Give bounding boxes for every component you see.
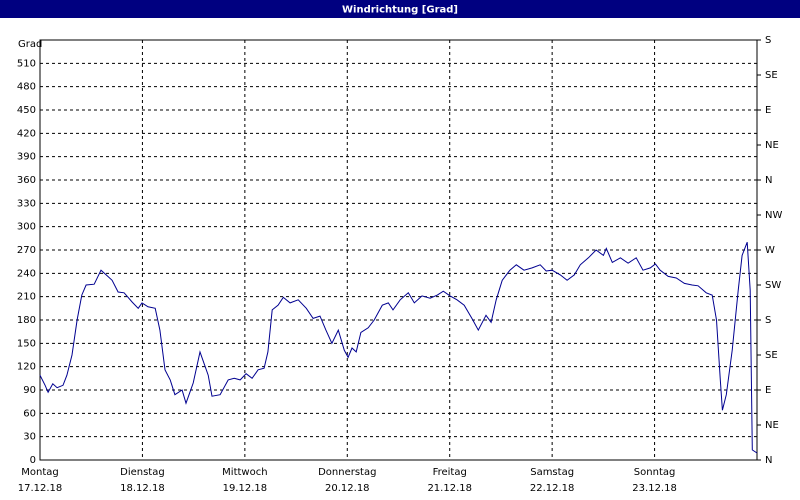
x-tick-label: Freitag xyxy=(433,467,467,478)
y-tick-label: 450 xyxy=(17,105,36,116)
x-tick-date: 20.12.18 xyxy=(325,483,370,494)
y2-tick-label: S xyxy=(765,315,771,326)
y-tick-label: 390 xyxy=(17,152,36,163)
y-tick-label: 300 xyxy=(17,222,36,233)
y2-tick-label: SE xyxy=(765,70,778,81)
x-tick-date: 21.12.18 xyxy=(427,483,472,494)
y2-tick-label: E xyxy=(765,385,771,396)
y2-tick-label: NE xyxy=(765,420,779,431)
x-tick-date: 18.12.18 xyxy=(120,483,165,494)
chart-title: Windrichtung [Grad] xyxy=(342,5,458,16)
y-tick-label: 510 xyxy=(17,58,36,69)
y2-tick-label: N xyxy=(765,455,772,466)
y-tick-label: 210 xyxy=(17,292,36,303)
x-tick-date: 23.12.18 xyxy=(632,483,677,494)
y-tick-label: 150 xyxy=(17,338,36,349)
plot-frame xyxy=(39,39,758,461)
y-tick-label: 60 xyxy=(23,408,36,419)
y2-tick-label: S xyxy=(765,35,771,46)
y-tick-label: 330 xyxy=(17,198,36,209)
data-line xyxy=(39,242,758,454)
x-tick-label: Sonntag xyxy=(634,467,676,478)
y-tick-label: 90 xyxy=(23,385,36,396)
x-tick-label: Dienstag xyxy=(120,467,165,478)
y-tick-label: 240 xyxy=(17,268,36,279)
y2-tick-label: N xyxy=(765,175,772,186)
x-tick-date: 19.12.18 xyxy=(223,483,268,494)
y2-tick-label: NE xyxy=(765,140,779,151)
x-tick-date: 17.12.18 xyxy=(18,483,63,494)
y-tick-label: 480 xyxy=(17,82,36,93)
y2-tick-label: SE xyxy=(765,350,778,361)
y-tick-label: 360 xyxy=(17,175,36,186)
y2-tick-label: SW xyxy=(765,280,781,291)
y2-tick-label: W xyxy=(765,245,775,256)
y-tick-label: 30 xyxy=(23,432,36,443)
y-axis-label: Grad xyxy=(18,39,42,50)
y-tick-label: 420 xyxy=(17,128,36,139)
x-tick-label: Samstag xyxy=(530,467,574,478)
x-tick-label: Donnerstag xyxy=(318,467,376,478)
x-tick-date: 22.12.18 xyxy=(530,483,575,494)
y2-tick-label: NW xyxy=(765,210,782,221)
x-tick-label: Montag xyxy=(21,467,58,478)
y-tick-label: 0 xyxy=(30,455,36,466)
title-bar xyxy=(0,0,800,18)
x-tick-label: Mittwoch xyxy=(222,467,267,478)
y2-tick-label: E xyxy=(765,105,771,116)
y-tick-label: 180 xyxy=(17,315,36,326)
y-tick-label: 270 xyxy=(17,245,36,256)
y-tick-label: 120 xyxy=(17,362,36,373)
